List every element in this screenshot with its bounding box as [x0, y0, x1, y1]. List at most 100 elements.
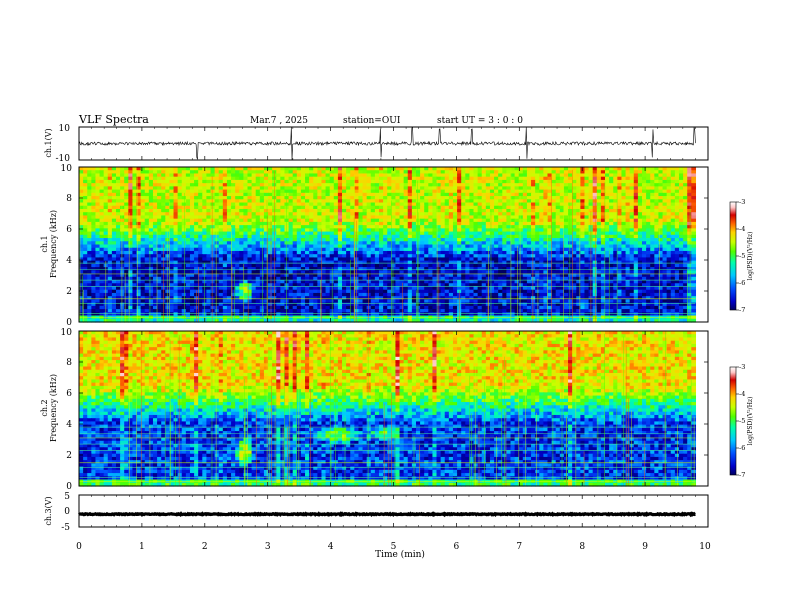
- spectrogram-cell: [152, 238, 158, 242]
- spectrogram-cell: [691, 215, 697, 220]
- spectrogram-cell: [625, 192, 631, 197]
- spectrogram-cell: [395, 218, 401, 223]
- spectrogram-cell: [580, 179, 586, 184]
- spectrogram-cell: [313, 173, 318, 178]
- spectrogram-cell: [276, 228, 281, 233]
- spectrogram-cell: [605, 212, 610, 217]
- spectrogram-cell: [461, 202, 466, 207]
- spectrogram-cell: [403, 186, 409, 191]
- spectrogram-cell: [272, 167, 277, 171]
- spectrogram-cell: [481, 199, 487, 204]
- spectrogram-cell: [333, 199, 339, 204]
- spectrogram-cell: [662, 196, 668, 200]
- spectrogram-cell: [317, 199, 323, 204]
- spectrogram-cell: [226, 176, 232, 181]
- spectrogram-cell: [522, 238, 528, 242]
- spectrogram-cell: [177, 218, 183, 223]
- spectrogram-cell: [202, 179, 207, 184]
- spectrogram-cell: [214, 221, 220, 226]
- spectrogram-cell: [407, 173, 413, 178]
- spectrogram-cell: [576, 205, 581, 210]
- spectrogram-cell: [596, 189, 602, 194]
- spectrogram-cell: [436, 199, 442, 204]
- spectrogram-cell: [120, 192, 125, 197]
- spectrogram-cell: [600, 241, 606, 246]
- spectrogram-cell: [296, 234, 302, 239]
- spectrogram-cell: [555, 196, 561, 200]
- spectrogram-cell: [83, 205, 88, 210]
- spectrogram-cell: [165, 173, 171, 178]
- spectrogram-cell: [637, 238, 643, 242]
- spectrogram-cell: [185, 221, 191, 226]
- spectrogram-cell: [440, 179, 446, 184]
- spectrogram-cell: [350, 221, 355, 226]
- spectrogram-cell: [625, 173, 631, 178]
- spectrogram-cell: [403, 212, 409, 217]
- spectrogram-cell: [666, 234, 672, 239]
- spectrogram-cell: [132, 183, 138, 187]
- spectrogram-cell: [321, 212, 327, 217]
- spectrogram-cell: [448, 241, 454, 246]
- spectrogram-cell: [132, 170, 138, 175]
- spectrogram-cell: [235, 225, 240, 229]
- spectrogram-cell: [650, 218, 655, 223]
- spectrogram-cell: [498, 192, 503, 197]
- spectrogram-cell: [600, 228, 606, 233]
- spectrogram-cell: [263, 238, 269, 242]
- spectrogram-cell: [407, 186, 413, 191]
- spectrogram-cell: [498, 241, 503, 246]
- spectrogram-cell: [617, 225, 623, 229]
- spectrogram-cell: [152, 228, 158, 233]
- spectrogram-cell: [473, 234, 479, 239]
- spectrogram-cell: [448, 176, 454, 181]
- spectrogram-cell: [465, 189, 470, 194]
- spectrogram-cell: [407, 167, 413, 171]
- spectrogram-cell: [226, 183, 232, 187]
- spectrogram-cell: [654, 215, 660, 220]
- spectrogram-cell: [95, 183, 101, 187]
- spectrogram-cell: [214, 218, 220, 223]
- spectrogram-cell: [152, 176, 158, 181]
- spectrogram-cell: [613, 196, 618, 200]
- spectrogram-cell: [140, 231, 146, 236]
- spectrogram-cell: [662, 189, 668, 194]
- spectrogram-cell: [605, 170, 610, 175]
- spectrogram-cell: [551, 189, 557, 194]
- spectrogram-cell: [477, 176, 483, 181]
- spectrogram-cell: [432, 225, 438, 229]
- spectrogram-cell: [313, 196, 318, 200]
- spectrogram-cell: [255, 238, 261, 242]
- spectrogram-cell: [415, 176, 421, 181]
- spectrogram-cell: [95, 202, 101, 207]
- spectrogram-cell: [296, 238, 302, 242]
- spectrogram-cell: [346, 208, 351, 213]
- spectrogram-cell: [206, 167, 212, 171]
- spectrogram-cell: [650, 241, 655, 246]
- spectrogram-cell: [637, 231, 643, 236]
- spectrogram-cell: [321, 167, 327, 171]
- spectrogram-cell: [317, 234, 323, 239]
- spectrogram-cell: [547, 173, 553, 178]
- spectrogram-cell: [276, 202, 281, 207]
- spectrogram-cell: [325, 199, 331, 204]
- spectrogram-cell: [666, 231, 672, 236]
- spectrogram-cell: [144, 179, 150, 184]
- spectrogram-cell: [91, 228, 97, 233]
- spectrogram-cell: [387, 212, 392, 217]
- spectrogram-cell: [654, 167, 660, 171]
- spectrogram-cell: [559, 199, 565, 204]
- spectrogram-cell: [189, 228, 195, 233]
- spectrogram-cell: [263, 218, 269, 223]
- spectrogram-cell: [161, 202, 166, 207]
- spectrogram-cell: [658, 205, 664, 210]
- spectrogram-cell: [276, 173, 281, 178]
- spectrogram-cell: [596, 205, 602, 210]
- spectrogram-cell: [457, 238, 462, 242]
- spectrogram-cell: [572, 205, 577, 210]
- spectrogram-cell: [399, 196, 405, 200]
- spectrogram-cell: [539, 241, 544, 246]
- spectrogram-cell: [481, 225, 487, 229]
- spectrogram-cell: [666, 205, 672, 210]
- spectrogram-cell: [342, 205, 347, 210]
- spectrogram-cell: [374, 183, 380, 187]
